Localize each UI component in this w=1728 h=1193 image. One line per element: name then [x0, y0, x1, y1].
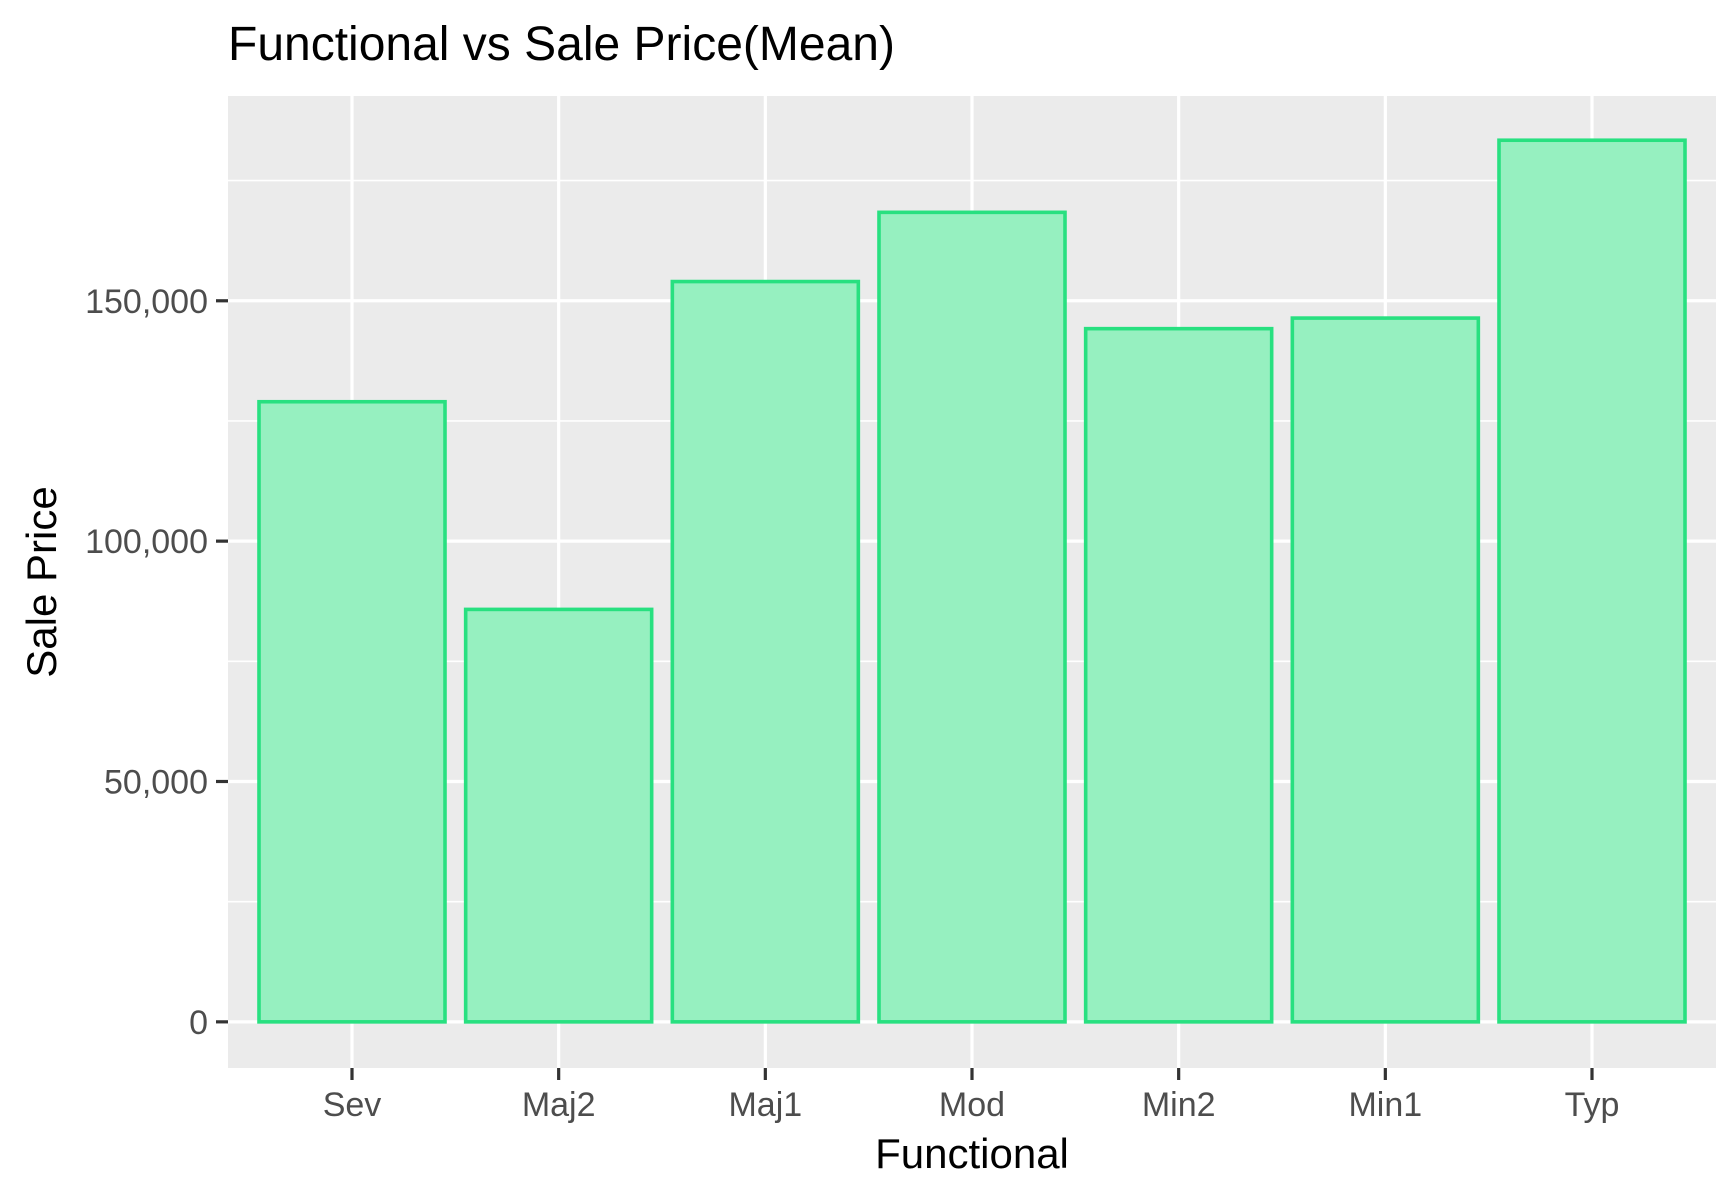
bar-maj1 [670, 279, 861, 1024]
y-tick-label: 0 [189, 1004, 208, 1042]
x-tick-label: Mod [939, 1086, 1005, 1124]
bar-maj2 [463, 607, 654, 1024]
y-tick-label: 150,000 [85, 283, 208, 321]
x-axis-title: Functional [875, 1130, 1069, 1177]
x-tick-label: Sev [323, 1086, 382, 1124]
y-axis-title: Sale Price [18, 486, 65, 677]
x-tick-label: Typ [1565, 1086, 1620, 1124]
y-tick-label: 50,000 [104, 763, 208, 801]
y-tick-label: 100,000 [85, 523, 208, 561]
chart-title: Functional vs Sale Price(Mean) [228, 18, 895, 71]
x-tick-label: Min1 [1348, 1086, 1422, 1124]
bar-typ [1497, 138, 1687, 1024]
x-tick-label: Maj2 [522, 1086, 596, 1124]
bar-min2 [1083, 326, 1274, 1024]
bars [257, 138, 1687, 1024]
x-axis: Sev Maj2 Maj1 Mod Min2 Min1 Typ [323, 1068, 1620, 1124]
bar-min1 [1290, 316, 1481, 1024]
x-tick-label: Min2 [1142, 1086, 1216, 1124]
x-tick-label: Maj1 [728, 1086, 802, 1124]
bar-sev [257, 399, 447, 1024]
y-axis: 0 50,000 100,000 150,000 [85, 283, 228, 1042]
bar-mod [877, 210, 1067, 1024]
